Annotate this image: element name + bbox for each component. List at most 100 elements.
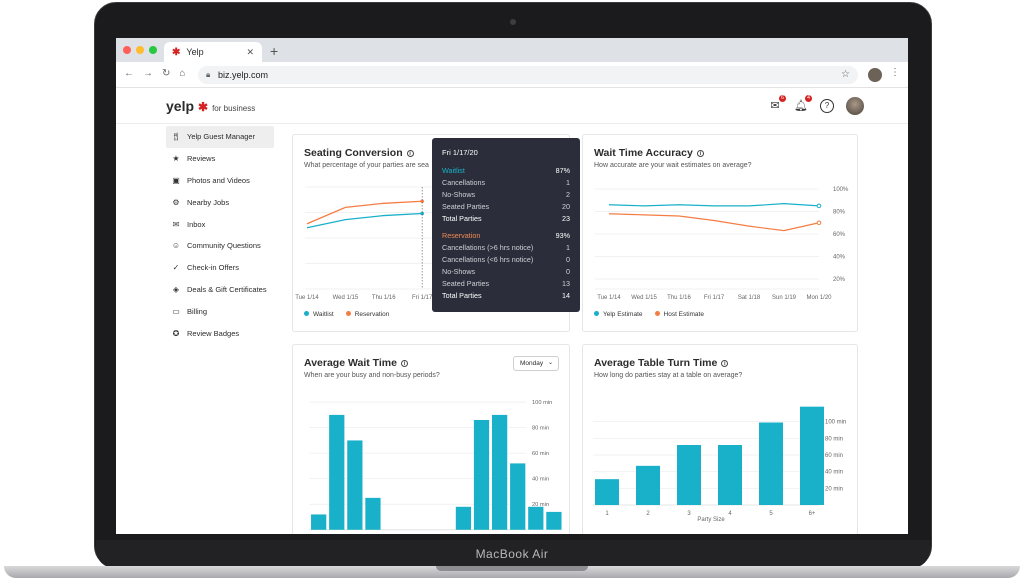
inbox-icon[interactable]: ✉ 6: [768, 95, 786, 113]
tooltip-row-value: 14: [562, 291, 570, 300]
star-icon: ★: [172, 154, 180, 164]
x-tick-label: Wed 1/15: [333, 295, 359, 301]
tooltip-row-value: 0: [566, 267, 570, 276]
browser-menu-icon[interactable]: ⋮: [890, 67, 900, 78]
info-icon[interactable]: i: [696, 150, 704, 157]
maximize-window-button[interactable]: [149, 46, 157, 54]
y-tick-label: 80 min: [532, 426, 549, 432]
device-label: MacBook Air: [475, 547, 549, 561]
yelp-favicon-icon: ✱: [172, 46, 181, 58]
avatar[interactable]: [846, 97, 864, 115]
x-tick-label: Fri 1/17: [704, 295, 725, 301]
sidebar-item-label: Check-in Offers: [187, 263, 239, 273]
help-icon[interactable]: ?: [820, 99, 834, 113]
tooltip-row-label: Seated Parties: [442, 279, 490, 288]
wait-time-accuracy-chart: Tue 1/14 Wed 1/15 Thu 1/16 Fri 1/17 Sat 1/18…: [595, 187, 849, 301]
sidebar-item-community-questions[interactable]: ☺ Community Questions: [166, 235, 274, 257]
sidebar-item-label: Deals & Gift Certificates: [187, 284, 267, 294]
bar: [311, 514, 327, 530]
tooltip-row: No-Shows 2: [442, 189, 570, 201]
home-icon[interactable]: ⌂: [179, 68, 186, 79]
wrench-icon: ⚙: [172, 197, 180, 207]
bell-icon[interactable]: 🔔︎ 4: [794, 95, 812, 113]
window-controls: [123, 46, 157, 54]
tab-close-icon[interactable]: ✕: [246, 46, 254, 57]
tooltip-row-value: 20: [562, 202, 570, 211]
tooltip-row: Seated Parties 13: [442, 278, 570, 290]
yelp-logo[interactable]: yelp ✱ for business: [166, 98, 255, 114]
seating-tooltip: Fri 1/17/20 Waitlist 87% Cancellations 1 No…: [432, 138, 580, 312]
back-icon[interactable]: ←: [124, 68, 134, 79]
x-tick-label: 1: [605, 511, 609, 517]
sidebar-item-reviews[interactable]: ★ Reviews: [166, 148, 274, 170]
table-turn-time-card: 1 2 3 4 5 6+ 100 min 80 min 60 min 40 min 20 min …: [582, 344, 858, 534]
series-line-host-estimate: [608, 213, 820, 232]
day-select[interactable]: Monday ⌄: [513, 356, 559, 371]
tooltip-waitlist-header: Waitlist 87%: [442, 166, 570, 175]
browser-tab[interactable]: ✱ Yelp ✕: [164, 42, 262, 62]
info-icon[interactable]: i: [400, 360, 408, 367]
tooltip-row: No-Shows 0: [442, 266, 570, 278]
sidebar-item-deals[interactable]: ◈ Deals & Gift Certificates: [166, 279, 274, 301]
x-tick-label: 3: [687, 511, 691, 517]
tooltip-row-value: 23: [562, 214, 570, 223]
x-tick-label: Tue 1/14: [597, 295, 621, 301]
data-point: [420, 211, 424, 216]
sidebar-item-guest-manager[interactable]: 🍴︎ Yelp Guest Manager: [166, 126, 274, 148]
y-tick-label: 60 min: [532, 451, 549, 457]
series-line-waitlist: [306, 212, 423, 229]
x-tick-label: Mon 1/20: [806, 295, 832, 301]
legend-swatch: [304, 311, 309, 316]
sidebar-item-label: Inbox: [187, 219, 206, 229]
browser-toolbar: ← → ↻ ⌂ 🔒︎ biz.yelp.com ☆ ⋮: [116, 62, 908, 88]
sidebar-item-inbox[interactable]: ✉ Inbox: [166, 213, 274, 235]
tooltip-row-value: 1: [566, 243, 570, 252]
tooltip-reservation-header: Reservation 93%: [442, 231, 570, 240]
notifications-badge: 4: [805, 95, 812, 102]
x-tick-label: Wed 1/15: [631, 295, 657, 301]
data-point: [816, 220, 822, 226]
photo-icon: ▣: [172, 175, 180, 185]
sidebar-item-checkin-offers[interactable]: ✓ Check-in Offers: [166, 257, 274, 279]
forward-icon[interactable]: →: [143, 68, 153, 79]
reload-icon[interactable]: ↻: [162, 68, 171, 79]
close-window-button[interactable]: [123, 46, 131, 54]
badge-icon: ✪: [172, 328, 180, 338]
y-tick-label: 20%: [833, 277, 846, 283]
address-bar[interactable]: 🔒︎ biz.yelp.com ☆: [198, 66, 858, 84]
tooltip-row: Cancellations (<6 hrs notice) 0: [442, 254, 570, 266]
tooltip-row: Total Parties 23: [442, 213, 570, 225]
wait-time-accuracy-card: Tue 1/14 Wed 1/15 Thu 1/16 Fri 1/17 Sat 1/18…: [582, 134, 858, 332]
y-tick-label: 20 min: [825, 486, 843, 492]
y-tick-label: 20 min: [532, 502, 549, 508]
legend-waitlist: Waitlist: [304, 311, 334, 318]
series-line-reservation: [306, 200, 423, 225]
sidebar-item-label: Photos and Videos: [187, 175, 250, 185]
tooltip-row-label: Total Parties: [442, 214, 482, 223]
info-icon[interactable]: i: [406, 150, 414, 157]
bar: [455, 506, 472, 530]
new-tab-button[interactable]: +: [270, 43, 279, 59]
info-icon[interactable]: i: [721, 360, 729, 367]
minimize-window-button[interactable]: [136, 46, 144, 54]
x-tick-label: 2: [646, 511, 650, 517]
sidebar-item-billing[interactable]: ▭ Billing: [166, 300, 274, 322]
envelope-icon: ✉: [172, 219, 180, 229]
sidebar-item-label: Review Badges: [187, 328, 240, 338]
x-tick-label: Thu 1/16: [667, 295, 691, 301]
inbox-badge: 6: [779, 95, 786, 102]
y-tick-label: 80 min: [825, 436, 843, 442]
x-tick-label: Thu 1/16: [372, 295, 396, 301]
tooltip-date: Fri 1/17/20: [442, 148, 478, 157]
sidebar-item-review-badges[interactable]: ✪ Review Badges: [166, 322, 274, 344]
bar: [492, 414, 508, 530]
browser-profile-avatar[interactable]: [868, 68, 882, 82]
legend-swatch: [654, 311, 660, 316]
sidebar-item-photos[interactable]: ▣ Photos and Videos: [166, 170, 274, 192]
x-tick-label: Sat 1/18: [738, 295, 761, 301]
sidebar: 🍴︎ Yelp Guest Manager ★ Reviews ▣ Photos an…: [166, 126, 274, 344]
people-icon: ☺: [171, 241, 181, 251]
sidebar-item-nearby-jobs[interactable]: ⚙ Nearby Jobs: [166, 191, 274, 213]
bookmark-star-icon[interactable]: ☆: [841, 69, 850, 80]
